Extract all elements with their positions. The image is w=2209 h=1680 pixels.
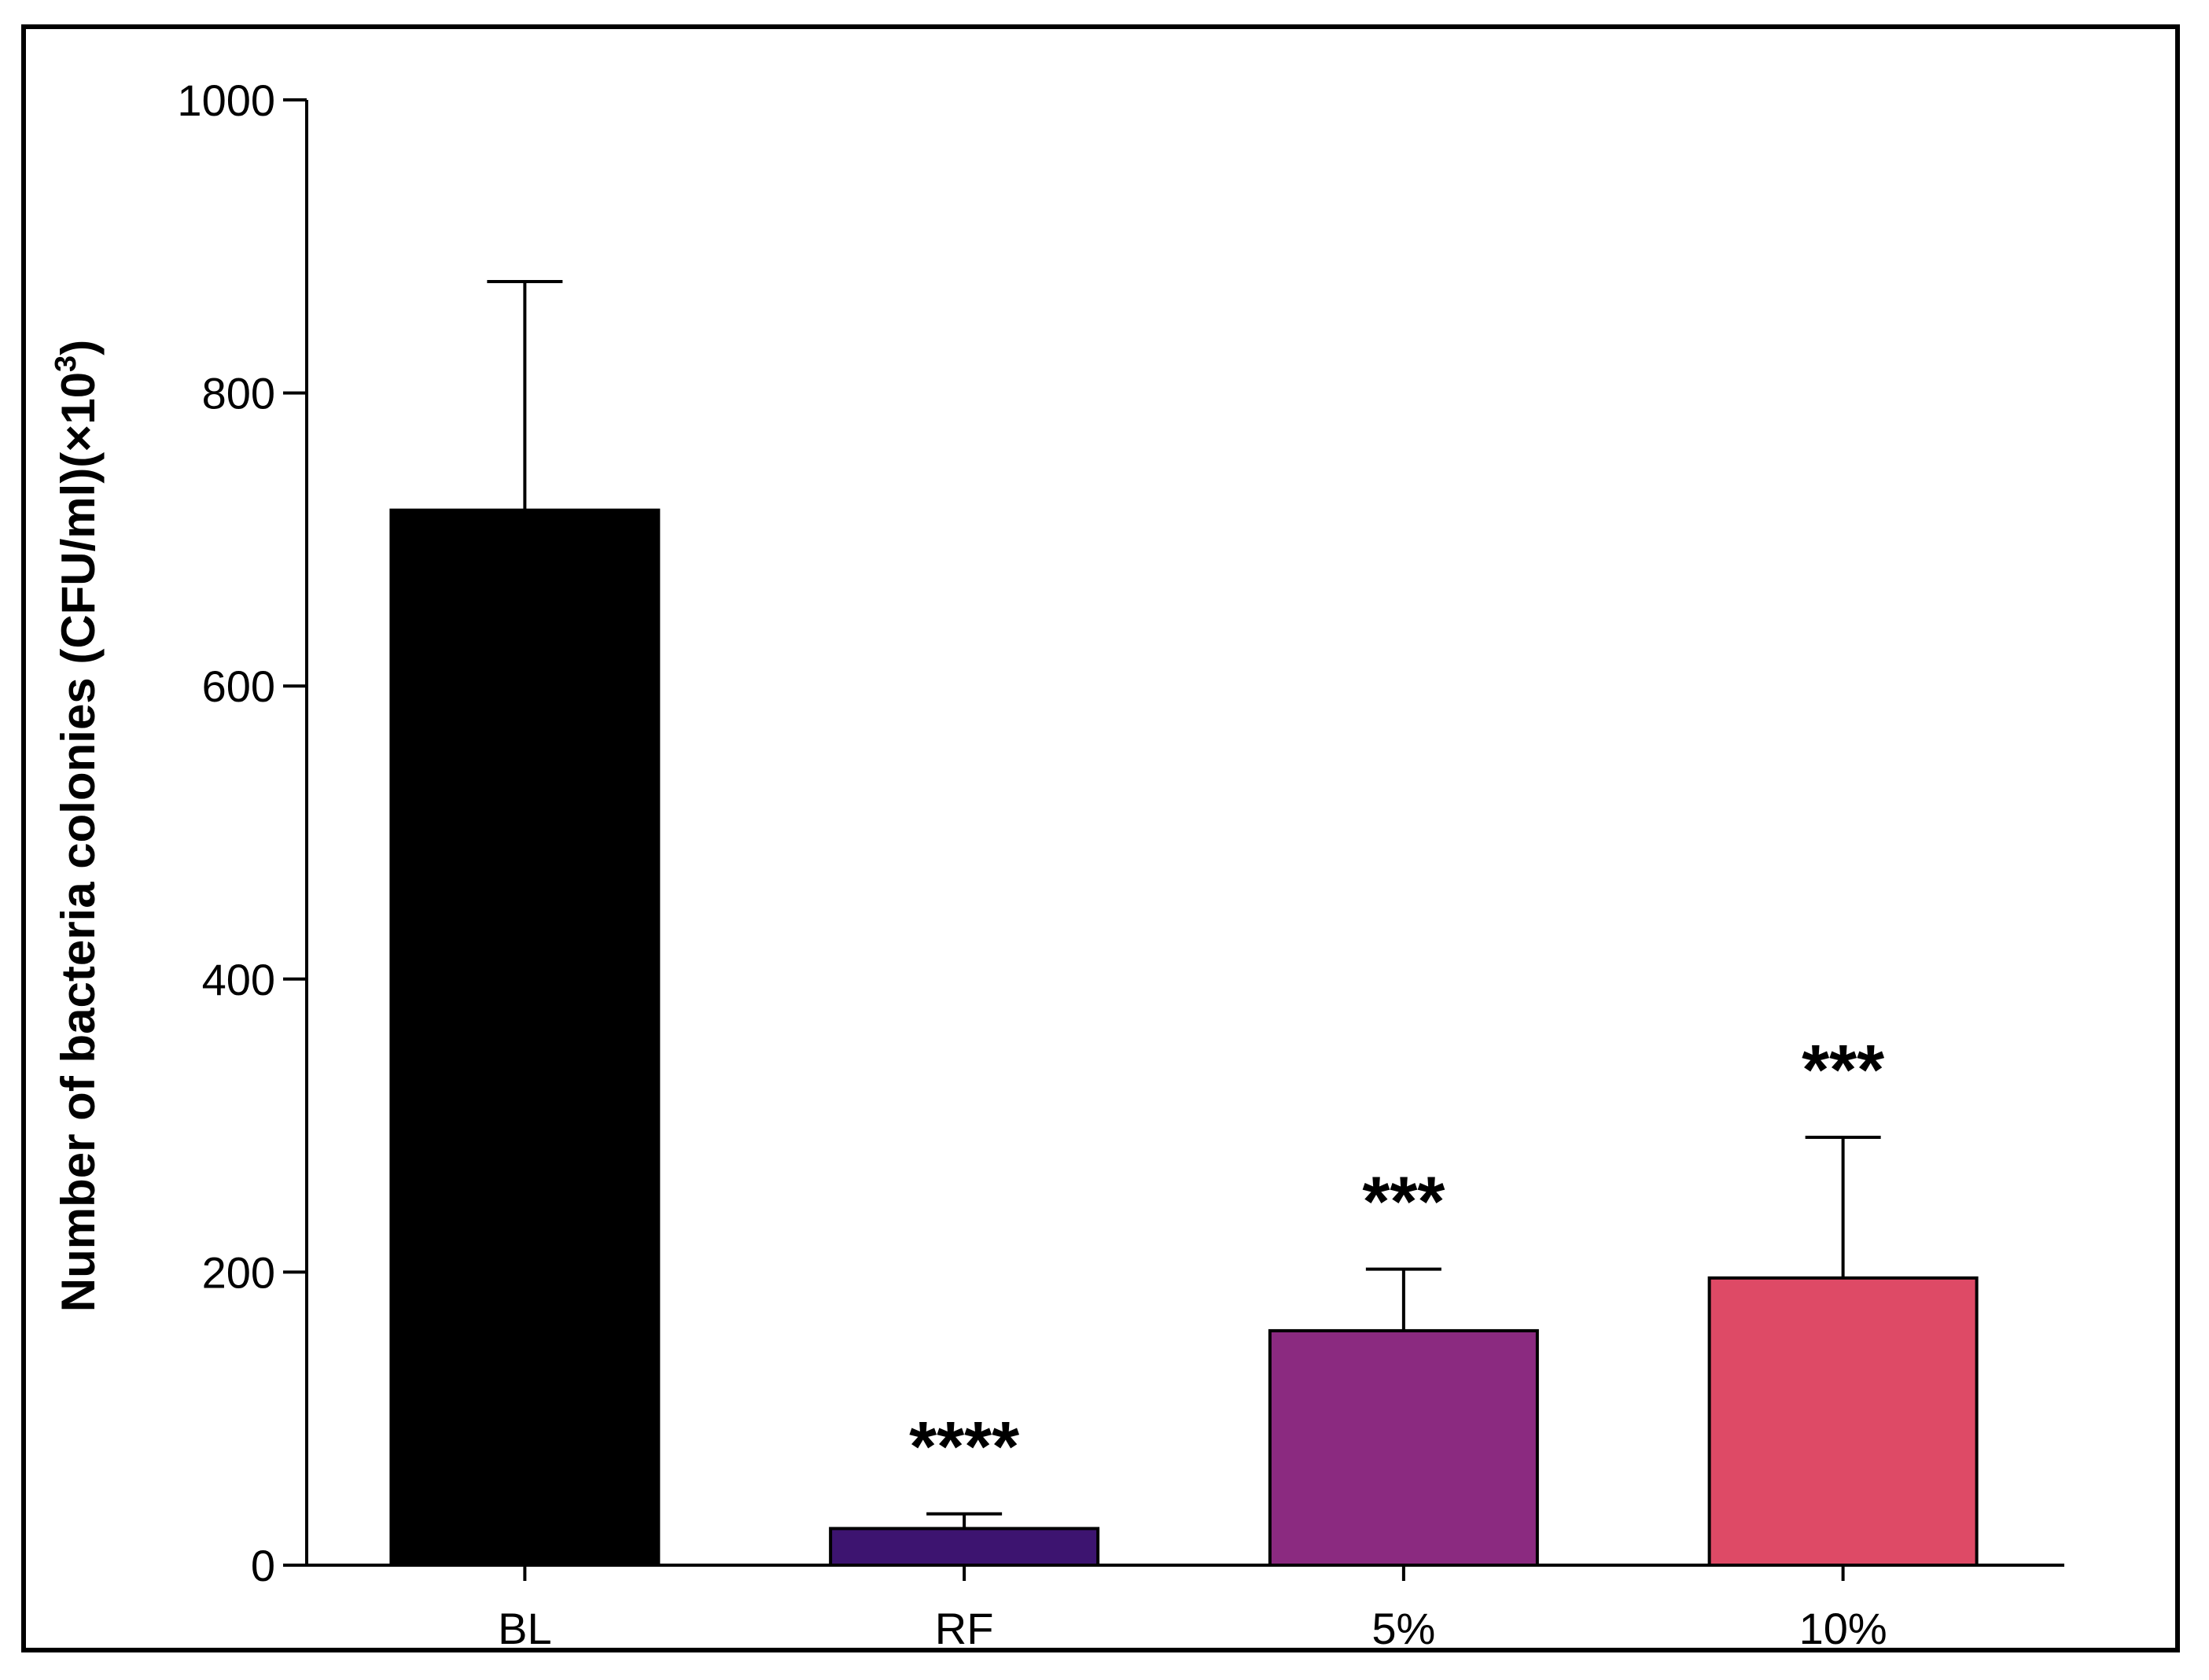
bars-layer [389, 280, 1979, 1568]
x-category-label: 5% [1371, 1604, 1435, 1653]
y-axis-label-close: ) [52, 340, 105, 356]
significance-marker: **** [909, 1408, 1019, 1487]
axes-layer [305, 100, 2064, 1567]
y-tick-label: 200 [202, 1247, 275, 1297]
x-category-label: RF [935, 1604, 994, 1653]
significance-labels: ********** [909, 1031, 1884, 1487]
y-tick-label: 0 [251, 1541, 275, 1590]
bar-bl [389, 508, 661, 1567]
x-category-labels: BL RF 5% 10% [498, 1565, 1887, 1653]
significance-marker: *** [1362, 1163, 1445, 1242]
y-tick-label: 400 [202, 955, 275, 1004]
significance-marker: *** [1802, 1031, 1884, 1110]
bar-rf [829, 1527, 1100, 1568]
y-axis-label: Number of bacteria colonies (CFU/ml)(×10… [50, 340, 105, 1312]
x-category-label: 10% [1799, 1604, 1887, 1653]
y-tick-label: 1000 [177, 76, 275, 125]
y-ticks: 0 200 400 600 800 1000 [177, 76, 307, 1590]
bar-10pct [1707, 1276, 1979, 1568]
y-axis-label-main: Number of bacteria colonies (CFU/ml)(×10 [52, 372, 105, 1312]
y-tick-label: 800 [202, 369, 275, 418]
x-category-label: BL [498, 1604, 552, 1653]
y-tick-label: 600 [202, 661, 275, 711]
bar-5pct [1268, 1328, 1539, 1568]
y-axis-label-superscript: 3 [50, 356, 83, 372]
